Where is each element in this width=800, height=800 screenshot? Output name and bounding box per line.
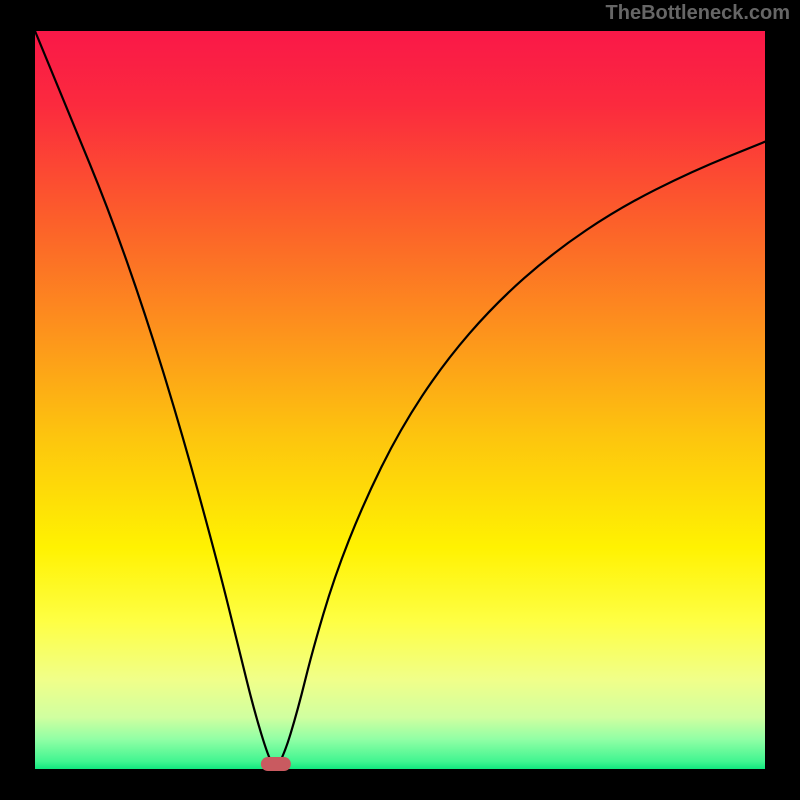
bottleneck-chart (0, 0, 800, 800)
watermark-text: TheBottleneck.com (606, 2, 790, 25)
chart-container: TheBottleneck.com (0, 0, 800, 800)
